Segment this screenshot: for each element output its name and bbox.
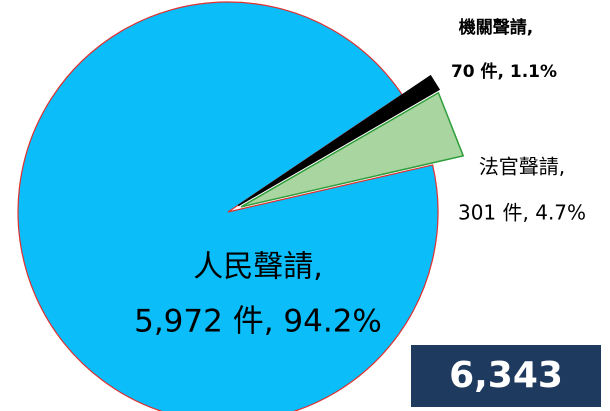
total-box xyxy=(409,343,603,409)
pie-slice xyxy=(240,91,465,208)
value-label: 301 件, 4.7% xyxy=(458,201,586,225)
pie-slice xyxy=(17,1,439,411)
value-label: 5,972 件, 94.2% xyxy=(134,304,382,340)
slice-name: 人民聲請, xyxy=(193,250,323,285)
value-label: 70 件, 1.1% xyxy=(451,61,557,82)
slice-name: 機關聲請, xyxy=(459,17,533,38)
slice-name: 法官聲請, xyxy=(479,155,565,179)
total-label: 6,343 xyxy=(449,355,563,396)
pie-slice xyxy=(237,74,441,207)
